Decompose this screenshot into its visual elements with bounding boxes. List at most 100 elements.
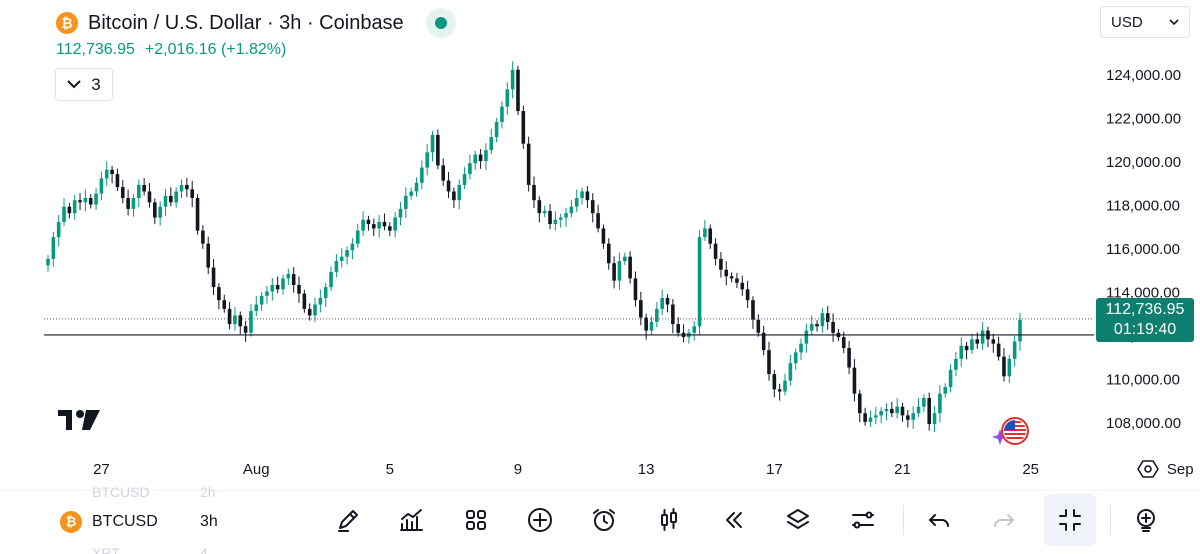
candle-body (996, 343, 1001, 357)
candle-body (361, 219, 365, 231)
candle-body (927, 398, 932, 425)
candle-body (201, 230, 205, 244)
candle-body (852, 367, 857, 394)
candle-body (767, 350, 771, 375)
us-economic-event-icon[interactable] (990, 416, 1032, 448)
tradingview-logo-icon[interactable] (58, 408, 102, 432)
candle-body (115, 174, 120, 188)
candle-body (964, 345, 969, 351)
candle-body (404, 195, 408, 209)
candle-body (302, 293, 307, 309)
indicators-collapse-button[interactable]: 3 (55, 68, 113, 101)
bottom-toolbar: BTCUSD 2h XRT 4 (0, 484, 1200, 554)
redo-button[interactable] (986, 502, 1022, 538)
replay-button[interactable] (716, 502, 752, 538)
candle-body (494, 121, 499, 138)
candle-body (751, 300, 755, 320)
candle-body (841, 337, 846, 348)
candle-body (238, 315, 243, 327)
candle-body (318, 298, 323, 305)
layers-icon (787, 509, 809, 529)
toolbar-divider (903, 505, 904, 535)
undo-button[interactable] (921, 502, 957, 538)
candle-body (249, 311, 253, 333)
candle-body (970, 339, 974, 351)
y-tick-label: 120,000.00 (1106, 154, 1181, 171)
candle-body (136, 184, 141, 198)
x-tick-label: 21 (894, 461, 911, 478)
candle-body (51, 237, 56, 259)
candle-body (676, 324, 680, 333)
candle-body (99, 178, 104, 194)
candle-body (906, 415, 910, 420)
candle-body (884, 408, 889, 412)
timeframe-selector[interactable]: 3h (200, 513, 218, 530)
symbol-header[interactable]: ₿ Bitcoin / U.S. Dollar · 3h · Coinbase (56, 8, 456, 38)
objects-button[interactable] (780, 502, 816, 538)
candle-body (275, 284, 280, 290)
y-tick-label: 122,000.00 (1106, 111, 1181, 128)
bitcoin-icon: ₿ (60, 511, 82, 533)
candle-body (526, 143, 531, 185)
layouts-button[interactable] (458, 502, 494, 538)
candle-body (78, 200, 82, 203)
add-button[interactable] (522, 502, 558, 538)
candle-body (185, 184, 189, 190)
x-tick-label: 27 (93, 461, 110, 478)
y-tick-label: 118,000.00 (1106, 198, 1180, 215)
candle-body (270, 284, 275, 292)
candle-body (163, 195, 168, 207)
candle-body (153, 202, 157, 218)
ghost-tf-bottom: 4 (200, 545, 208, 554)
candle-body (863, 413, 867, 422)
candle-body (831, 321, 835, 333)
grid-layout-icon (466, 510, 486, 530)
candle-body (46, 258, 50, 266)
bitcoin-icon: ₿ (56, 12, 78, 34)
candle-body (382, 221, 387, 227)
candle-body (612, 263, 616, 281)
candle-body (697, 237, 702, 327)
candle-body (126, 198, 130, 209)
candle-body (414, 182, 419, 192)
candle-body (804, 330, 809, 344)
chart-settings-icon[interactable] (1136, 457, 1160, 481)
indicators-button[interactable] (393, 502, 429, 538)
chart-type-button[interactable] (651, 502, 687, 538)
ghost-tf-top: 2h (200, 484, 216, 500)
exit-fullscreen-button[interactable] (1044, 494, 1096, 546)
draw-button[interactable] (330, 502, 366, 538)
candle-body (606, 243, 611, 264)
candle-body (179, 184, 184, 192)
currency-select[interactable]: USD (1100, 6, 1190, 38)
ideas-button[interactable] (1128, 502, 1164, 538)
candle-body (596, 213, 600, 229)
candle-body (628, 256, 632, 279)
candle-body (922, 398, 926, 407)
candle-body (660, 298, 664, 309)
candle-body (537, 200, 542, 214)
candle-body (644, 317, 648, 331)
candle-body (665, 298, 670, 305)
candle-body (911, 413, 915, 420)
candle-body (211, 267, 216, 288)
add-circle-icon (528, 508, 552, 532)
candle-body (462, 174, 467, 185)
symbol-title[interactable]: Bitcoin / U.S. Dollar · 3h · Coinbase (88, 11, 404, 34)
candle-body (799, 343, 803, 353)
candle-body (500, 106, 504, 122)
symbol-selector[interactable]: ₿ BTCUSD (60, 511, 158, 533)
candle-body (820, 313, 825, 327)
undo-icon (929, 514, 949, 527)
candle-body (377, 221, 381, 229)
alert-button[interactable] (586, 502, 622, 538)
market-status-icon[interactable] (425, 8, 456, 38)
candle-body (521, 111, 526, 144)
candle-body (895, 406, 899, 414)
ghost-symbol-top: BTCUSD (92, 484, 150, 500)
indicator-count: 3 (91, 74, 101, 94)
chart-settings-button[interactable] (845, 502, 881, 538)
candle-body (1002, 356, 1006, 377)
candle-body (900, 406, 905, 416)
